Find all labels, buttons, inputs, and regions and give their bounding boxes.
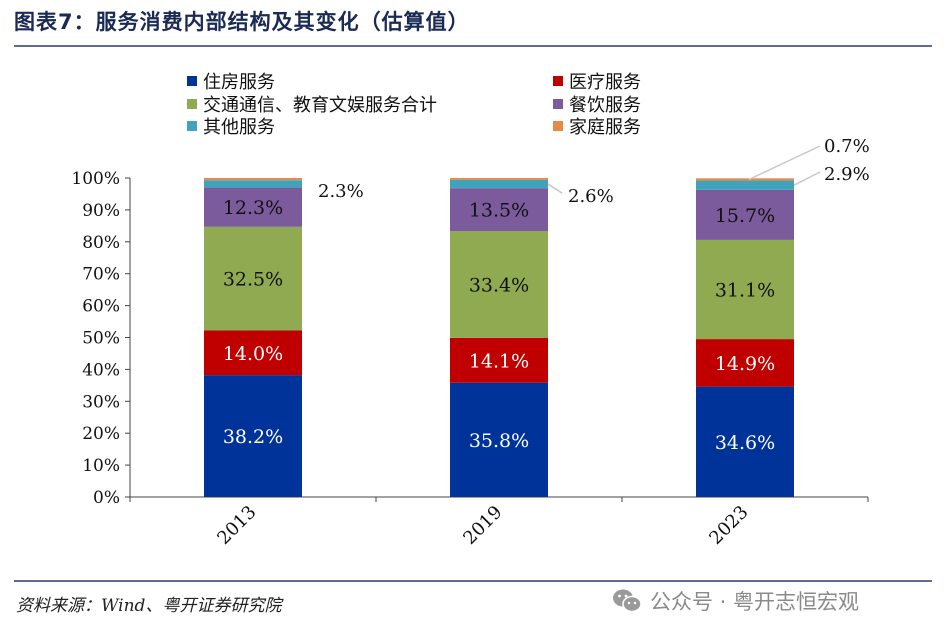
bar-segment — [696, 239, 794, 340]
bar-segment — [696, 180, 794, 190]
leader-line — [547, 183, 563, 194]
y-tick-label: 70% — [82, 265, 120, 285]
bar-segment — [450, 178, 548, 180]
data-label: 38.2% — [223, 426, 283, 448]
y-tick-label: 50% — [82, 329, 120, 349]
legend-label: 其他服务 — [203, 117, 275, 138]
bar-segment — [204, 178, 302, 181]
bar-segment — [450, 179, 548, 189]
wechat-icon — [613, 589, 642, 613]
bar-segment — [450, 231, 548, 338]
bar-segment — [204, 330, 302, 376]
bar-segment — [204, 187, 302, 227]
x-tick-label: 2019 — [459, 502, 506, 549]
data-label: 2.9% — [824, 164, 870, 185]
data-label: 34.6% — [715, 432, 775, 454]
y-tick-label: 90% — [82, 201, 120, 221]
legend-label: 家庭服务 — [569, 117, 641, 138]
data-label: 14.1% — [469, 350, 529, 372]
bar-segment — [204, 180, 302, 188]
legend-swatch — [553, 99, 563, 109]
bar-segment — [450, 337, 548, 383]
data-label: 0.7% — [824, 136, 870, 157]
bar-segment — [696, 178, 794, 181]
data-label: 35.8% — [469, 430, 529, 452]
data-label: 33.4% — [469, 275, 529, 297]
bar-segment — [696, 189, 794, 240]
data-label: 13.5% — [469, 200, 529, 222]
bar-segment — [696, 386, 794, 497]
leader-line — [748, 145, 821, 181]
bar-segment — [450, 188, 548, 232]
legend-label: 交通通信、教育文娱服务合计 — [203, 95, 437, 116]
y-tick-label: 60% — [82, 297, 120, 317]
data-label: 15.7% — [715, 205, 775, 227]
bar-segment — [204, 226, 302, 331]
y-tick-label: 80% — [82, 233, 120, 253]
data-label: 31.1% — [715, 279, 775, 301]
x-tick-label: 2013 — [213, 502, 260, 549]
legend-swatch — [553, 76, 563, 86]
data-label: 32.5% — [223, 269, 283, 291]
legend-label: 餐饮服务 — [569, 95, 641, 116]
bottom-divider — [14, 580, 932, 582]
legend-swatch — [187, 121, 197, 131]
data-label: 12.3% — [223, 197, 283, 219]
bar-segment — [696, 339, 794, 387]
data-label: 2.3% — [318, 181, 364, 202]
x-tick-label: 2023 — [705, 502, 752, 549]
watermark: 公众号 · 粤开志恒宏观 — [612, 586, 859, 616]
y-tick-label: 0% — [93, 488, 120, 508]
leader-line — [793, 171, 821, 186]
figure-title: 图表7：服务消费内部结构及其变化（估算值） — [14, 10, 470, 34]
legend-label: 医疗服务 — [569, 72, 641, 93]
bar-segment — [450, 382, 548, 497]
source-note: 资料来源：Wind、粤开证券研究院 — [16, 596, 282, 616]
legend-swatch — [553, 121, 563, 131]
watermark-text: 公众号 · 粤开志恒宏观 — [650, 590, 860, 614]
legend-swatch — [187, 99, 197, 109]
data-label: 14.9% — [715, 353, 775, 375]
y-tick-label: 20% — [82, 424, 120, 444]
data-label: 14.0% — [223, 343, 283, 365]
bar-segment — [204, 375, 302, 497]
y-tick-label: 30% — [82, 392, 120, 412]
legend-swatch — [187, 76, 197, 86]
top-divider — [14, 45, 932, 47]
data-label: 2.6% — [568, 186, 614, 207]
y-tick-label: 40% — [82, 360, 120, 380]
stacked-bar-chart: 0% 10% 20% 30% 40% 50% 60% 70% 80% 90% 100% 2013 201… — [71, 72, 870, 549]
legend-label: 住房服务 — [203, 72, 275, 93]
y-tick-label: 10% — [82, 456, 120, 476]
y-tick-label: 100% — [71, 169, 120, 189]
